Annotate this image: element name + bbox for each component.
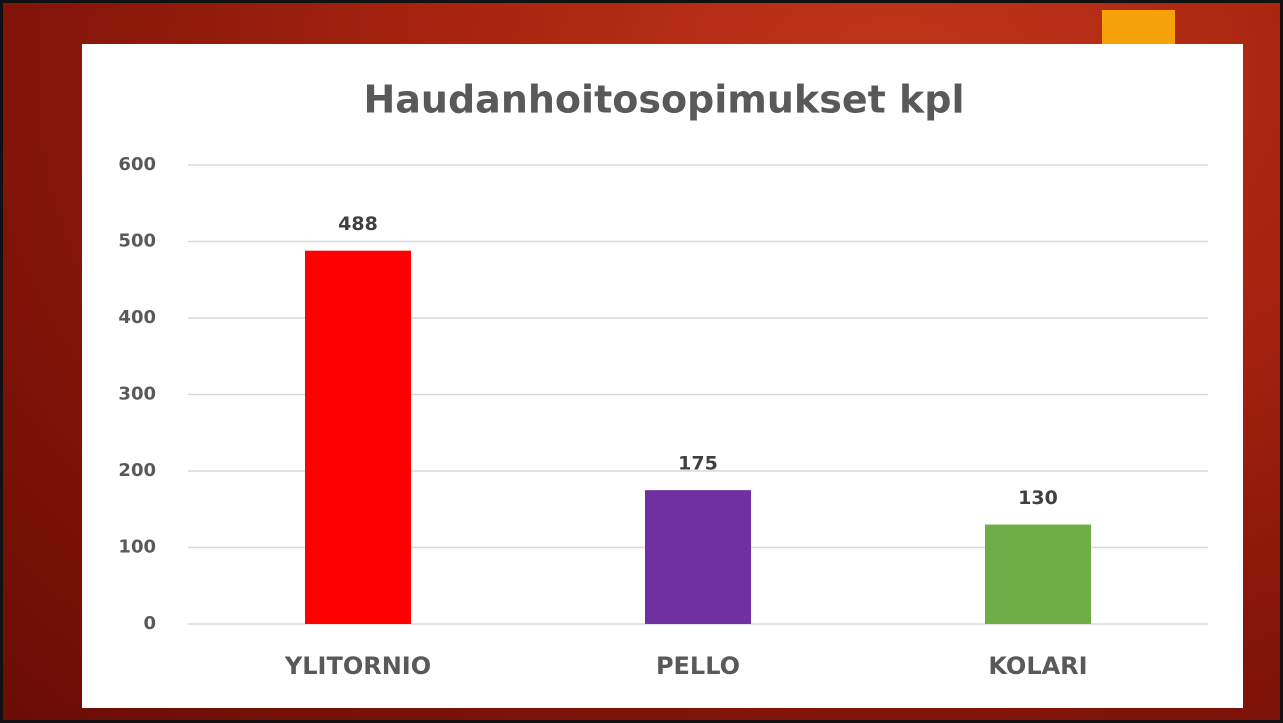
data-label: 175 [678, 453, 718, 475]
y-tick-label: 300 [118, 384, 156, 405]
chart-title: Haudanhoitosopimukset kpl [363, 78, 964, 122]
bar [645, 490, 751, 624]
data-label: 130 [1018, 487, 1058, 509]
y-tick-label: 100 [118, 537, 156, 558]
x-tick-label: KOLARI [988, 652, 1087, 680]
y-tick-label: 600 [118, 154, 156, 175]
y-tick-label: 500 [118, 231, 156, 252]
x-tick-label: YLITORNIO [284, 652, 431, 680]
y-tick-label: 400 [118, 307, 156, 328]
bar [985, 524, 1091, 624]
bar [305, 250, 411, 624]
accent-block [1102, 10, 1175, 46]
x-tick-label: PELLO [656, 652, 740, 680]
data-label: 488 [338, 213, 378, 235]
y-tick-label: 0 [143, 613, 156, 634]
y-tick-label: 200 [118, 460, 156, 481]
